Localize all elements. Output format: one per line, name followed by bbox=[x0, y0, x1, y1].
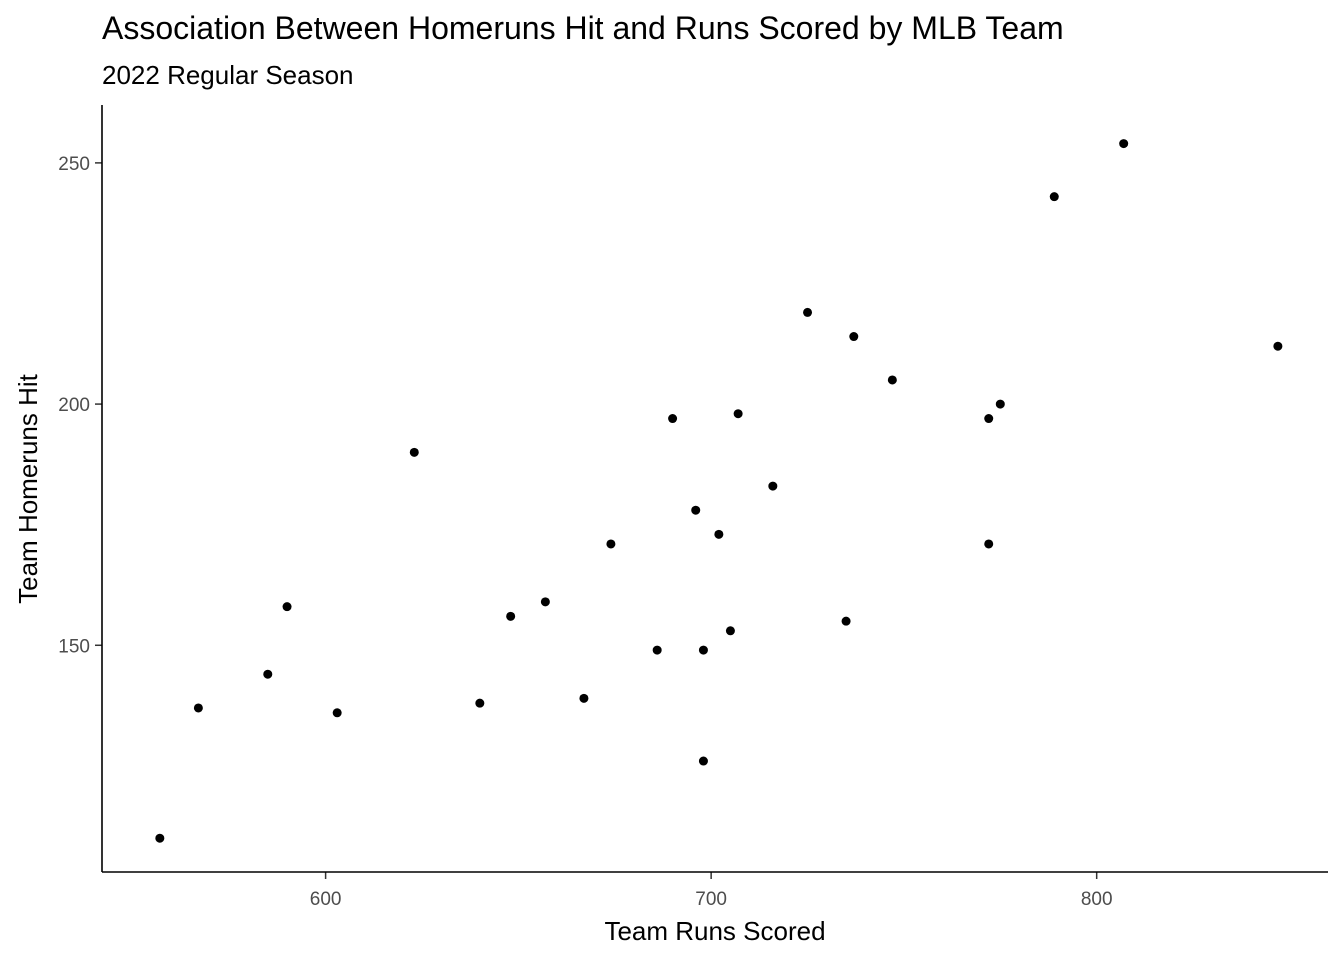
data-point bbox=[540, 597, 550, 607]
x-tick-label: 800 bbox=[1081, 889, 1113, 910]
x-tick-label: 600 bbox=[310, 889, 342, 910]
data-point bbox=[155, 833, 165, 843]
chart-subtitle: 2022 Regular Season bbox=[102, 60, 354, 90]
data-point bbox=[984, 414, 994, 424]
data-point bbox=[332, 708, 342, 718]
data-point bbox=[606, 539, 616, 549]
data-point bbox=[984, 539, 994, 549]
data-point bbox=[652, 645, 662, 655]
data-point bbox=[1119, 139, 1129, 149]
data-point bbox=[714, 529, 724, 539]
data-point bbox=[698, 645, 708, 655]
y-tick-label: 250 bbox=[58, 154, 90, 175]
data-point bbox=[1049, 192, 1059, 202]
data-point bbox=[409, 447, 419, 457]
data-point bbox=[506, 611, 516, 621]
data-point bbox=[995, 399, 1005, 409]
data-point bbox=[768, 481, 778, 491]
x-axis-title: Team Runs Scored bbox=[604, 916, 825, 946]
x-tick-label: 700 bbox=[695, 889, 727, 910]
data-point bbox=[841, 616, 851, 626]
data-point bbox=[887, 375, 897, 385]
data-point bbox=[193, 703, 203, 713]
data-point bbox=[733, 409, 743, 419]
y-axis-title: Team Homeruns Hit bbox=[13, 373, 43, 604]
data-point bbox=[579, 693, 589, 703]
points-layer bbox=[155, 139, 1283, 843]
y-tick-label: 150 bbox=[58, 636, 90, 657]
data-point bbox=[668, 414, 678, 424]
y-tick-marks: 150 200 250 bbox=[58, 154, 102, 657]
data-point bbox=[849, 332, 859, 342]
data-point bbox=[698, 756, 708, 766]
data-point bbox=[1273, 341, 1283, 351]
y-tick-label: 200 bbox=[58, 395, 90, 416]
data-point bbox=[282, 602, 292, 612]
chart-title: Association Between Homeruns Hit and Run… bbox=[102, 10, 1064, 46]
data-point bbox=[725, 626, 735, 636]
x-tick-marks: 600 700 800 bbox=[310, 872, 1113, 910]
data-point bbox=[475, 698, 485, 708]
data-point bbox=[803, 307, 813, 317]
data-point bbox=[263, 669, 273, 679]
data-point bbox=[691, 505, 701, 515]
